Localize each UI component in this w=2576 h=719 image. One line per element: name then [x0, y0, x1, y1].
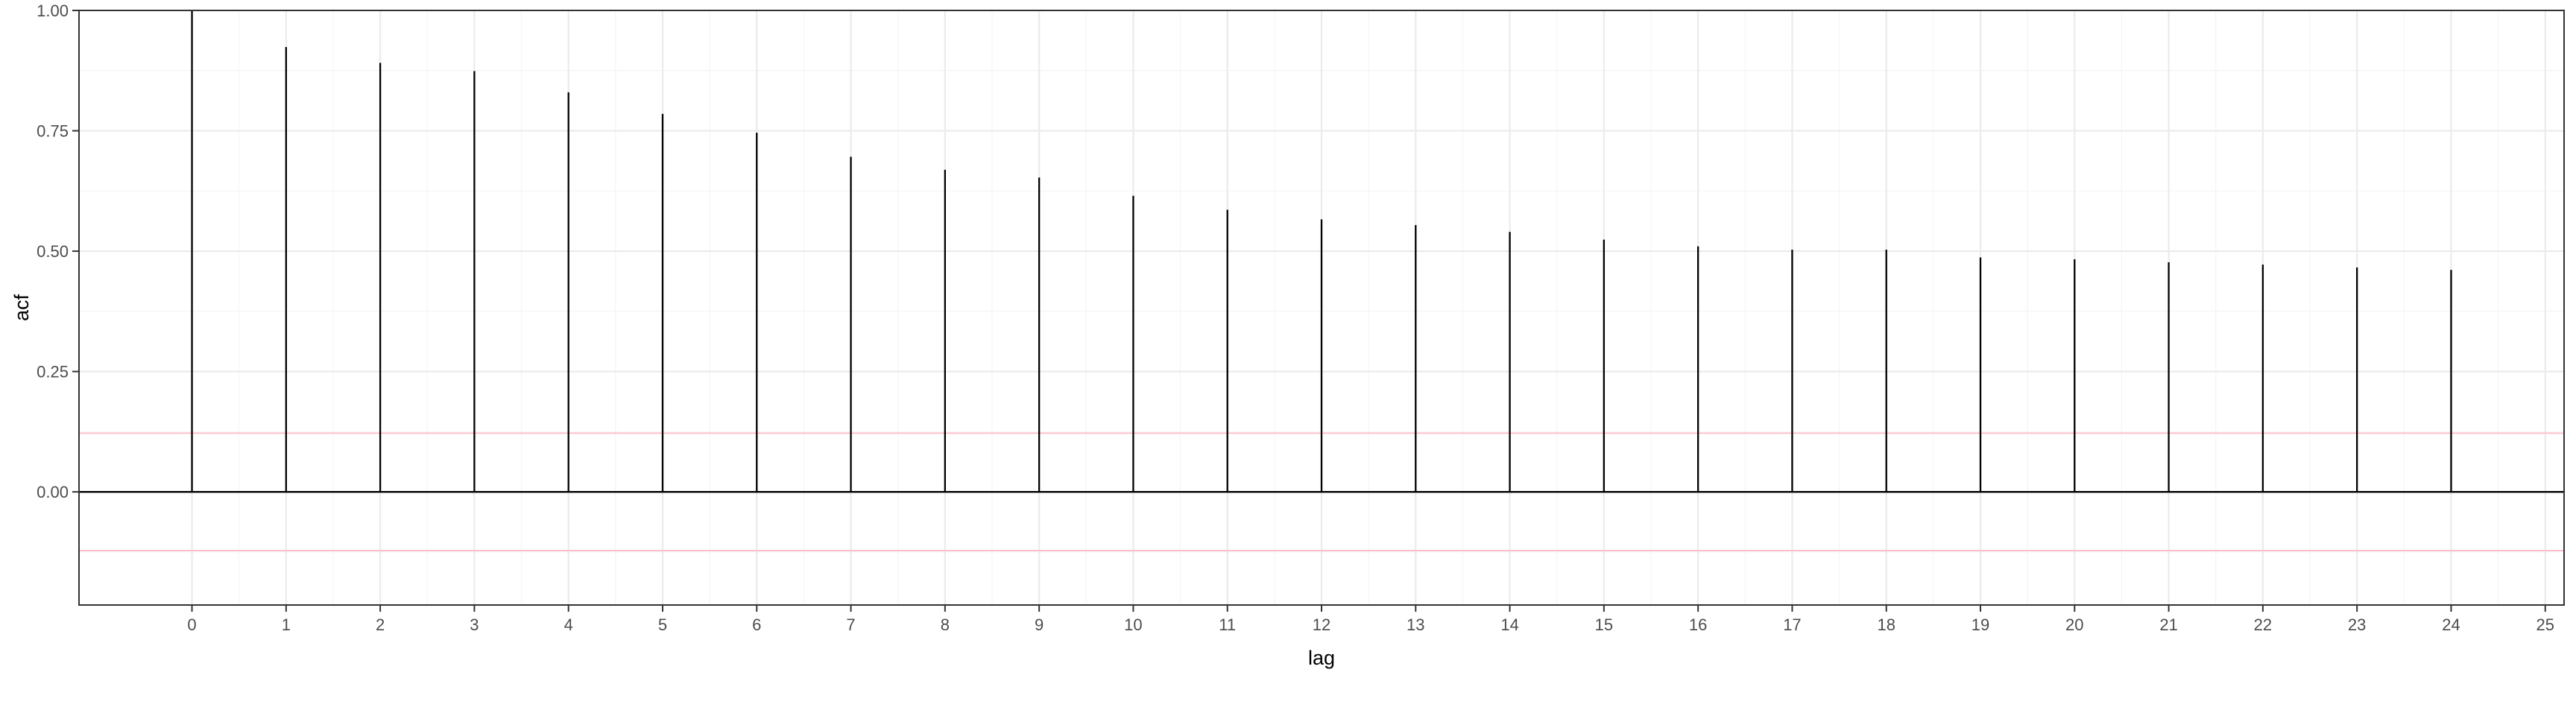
y-tick-label: 0.00: [37, 483, 69, 501]
x-tick-label: 13: [1407, 615, 1424, 634]
x-tick-label: 3: [470, 615, 479, 634]
y-tick-label: 0.50: [37, 242, 69, 261]
x-tick-label: 19: [1972, 615, 1989, 634]
x-tick-label: 16: [1689, 615, 1707, 634]
x-tick-label: 2: [376, 615, 385, 634]
x-tick-label: 10: [1124, 615, 1142, 634]
x-tick-label: 15: [1595, 615, 1613, 634]
x-tick-label: 12: [1313, 615, 1330, 634]
x-tick-label: 0: [187, 615, 196, 634]
x-tick-label: 4: [564, 615, 573, 634]
x-tick-label: 23: [2348, 615, 2366, 634]
x-tick-label: 9: [1035, 615, 1044, 634]
y-axis-title: acf: [10, 294, 33, 321]
x-tick-label: 21: [2159, 615, 2177, 634]
x-tick-label: 22: [2254, 615, 2272, 634]
x-tick-label: 11: [1219, 615, 1236, 634]
x-tick-label: 6: [752, 615, 761, 634]
x-tick-label: 1: [282, 615, 291, 634]
x-tick-label: 18: [1877, 615, 1895, 634]
acf-segments-layer: [191, 10, 2452, 492]
x-tick-label: 20: [2065, 615, 2083, 634]
x-tick-label: 8: [941, 615, 950, 634]
y-tick-label: 0.25: [37, 363, 69, 381]
axes-layer: 0 1 2 3 4 5 6 7 8 9 10 11 12 13 14 15 16 17 18 19 20 21 22 23 24…: [37, 1, 2554, 634]
x-tick-label: 5: [658, 615, 667, 634]
y-tick-label: 1.00: [37, 1, 69, 20]
x-tick-label: 17: [1783, 615, 1801, 634]
x-axis-title: lag: [1308, 647, 1335, 669]
x-tick-label: 7: [846, 615, 855, 634]
y-tick-label: 0.75: [37, 122, 69, 141]
x-tick-label: 24: [2442, 615, 2460, 634]
x-tick-label: 14: [1500, 615, 1518, 634]
x-tick-label: 25: [2536, 615, 2554, 634]
